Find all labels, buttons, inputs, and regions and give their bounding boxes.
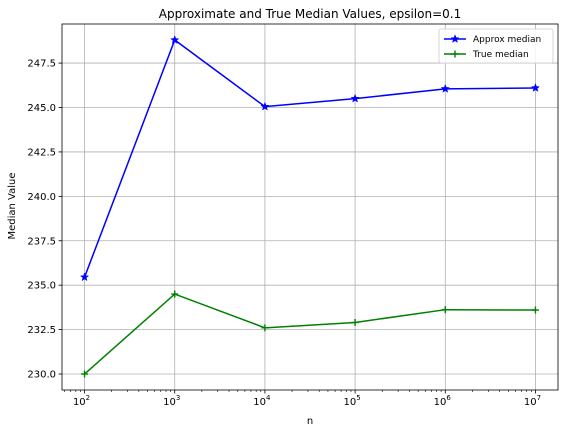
series-approx-median bbox=[79, 35, 541, 282]
data-point bbox=[81, 370, 89, 378]
y-tick-label: 235.0 bbox=[27, 281, 56, 292]
legend-entry: True median bbox=[444, 50, 529, 60]
series-line bbox=[83, 38, 536, 278]
legend-marker bbox=[451, 50, 459, 58]
data-point bbox=[350, 93, 360, 103]
legend: Approx median True median bbox=[438, 28, 554, 64]
series-layer bbox=[79, 35, 541, 378]
series-line bbox=[84, 293, 536, 375]
x-tick-exponent: 2 bbox=[86, 394, 90, 402]
data-point bbox=[170, 35, 180, 44]
legend-label: Approx median bbox=[473, 35, 541, 45]
x-tick-exponent: 3 bbox=[176, 394, 180, 402]
y-axis: 230.0 232.5 235.0 237.5 240.0 242.5 245.0 247.5 bbox=[27, 59, 62, 381]
data-point bbox=[79, 272, 90, 282]
data-point bbox=[530, 83, 541, 92]
data-point bbox=[260, 101, 270, 111]
legend-entry: Approx median bbox=[444, 34, 541, 45]
x-tick-exponent: 6 bbox=[446, 394, 451, 402]
y-tick-label: 237.5 bbox=[27, 236, 56, 247]
y-tick-label: 230.0 bbox=[27, 370, 56, 381]
series-true-median bbox=[81, 290, 539, 378]
plot-frame bbox=[61, 23, 559, 391]
data-point bbox=[171, 290, 179, 298]
y-axis-label: Median Value bbox=[7, 172, 18, 239]
legend-label: True median bbox=[472, 50, 529, 60]
data-point bbox=[261, 324, 269, 332]
legend-marker bbox=[450, 34, 460, 43]
legend-box bbox=[438, 28, 554, 64]
y-tick-label: 242.5 bbox=[27, 147, 56, 158]
data-point bbox=[531, 306, 539, 314]
x-tick-exponent: 5 bbox=[356, 394, 360, 402]
chart-title: Approximate and True Median Values, epsi… bbox=[159, 7, 461, 21]
x-tick-exponent: 4 bbox=[266, 394, 271, 402]
y-tick-label: 232.5 bbox=[27, 325, 56, 336]
data-point bbox=[441, 306, 449, 314]
data-point bbox=[440, 83, 450, 93]
x-axis-label: n bbox=[307, 416, 313, 427]
y-tick-label: 245.0 bbox=[27, 103, 56, 114]
data-point bbox=[351, 318, 359, 326]
y-tick-label: 240.0 bbox=[27, 192, 56, 203]
x-tick-exponent: 7 bbox=[537, 394, 541, 402]
y-tick-label: 247.5 bbox=[27, 59, 56, 70]
